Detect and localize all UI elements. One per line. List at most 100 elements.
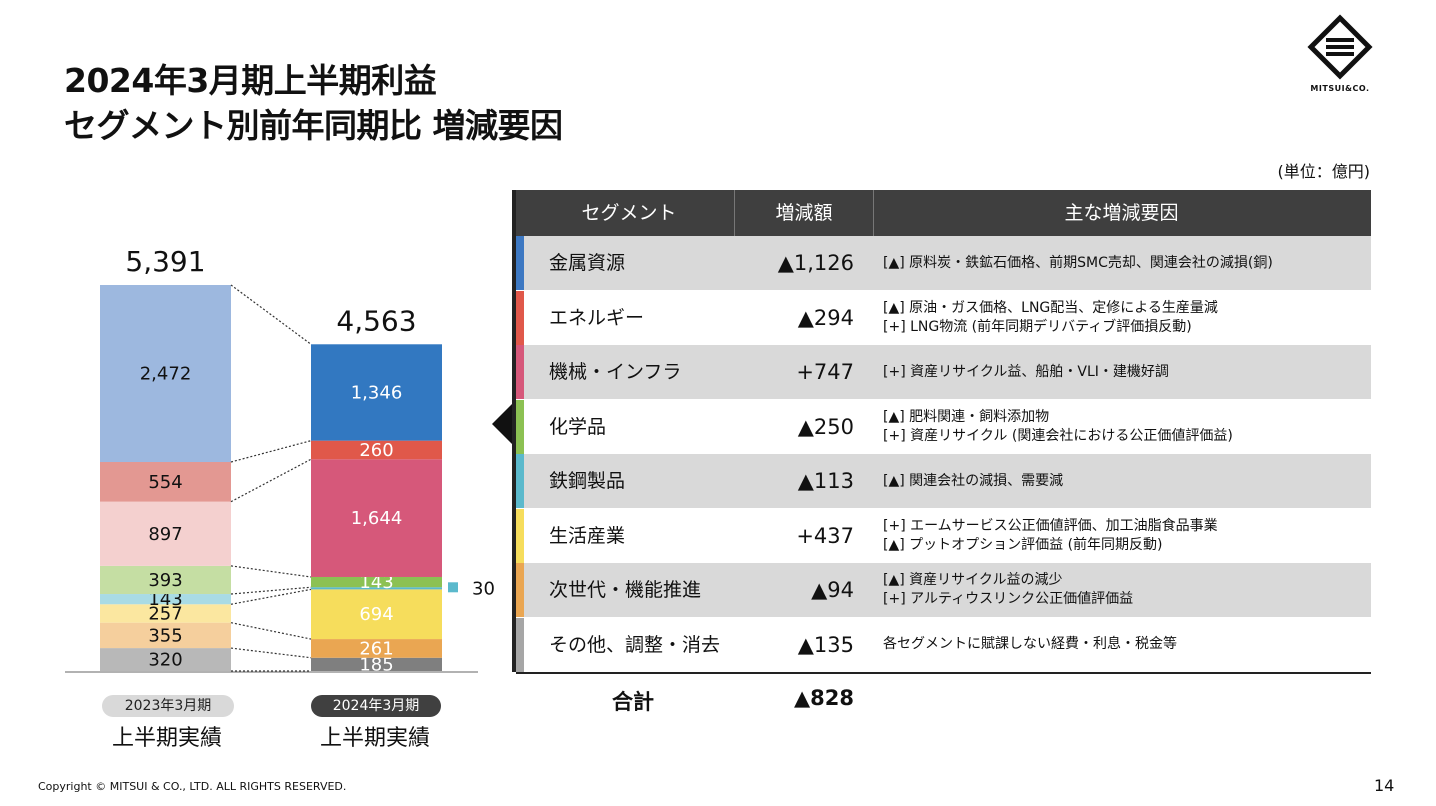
segment-color-stripe [516, 563, 524, 617]
reasons-cell: [▲] 原油・ガス価格、LNG配当、定修による生産量減 [+] LNG物流 (前年… [883, 291, 1363, 345]
logo-text: MITSUI&CO. [1310, 84, 1370, 93]
segment-name: エネルギー [549, 306, 645, 329]
reason-line: [▲] 原油・ガス価格、LNG配当、定修による生産量減 [883, 299, 1218, 316]
table-row: 鉄鋼製品 ▲113 [▲] 関連会社の減損、需要減 [516, 454, 1371, 508]
table-row: エネルギー ▲294 [▲] 原油・ガス価格、LNG配当、定修による生産量減 [+] … [516, 290, 1371, 345]
bar-segment [100, 604, 231, 623]
connector-line [230, 586, 312, 595]
data-label: 320 [148, 650, 182, 671]
data-label: 143 [148, 589, 182, 610]
mitsui-logo-icon [1307, 14, 1373, 80]
bar-segment [100, 648, 231, 671]
data-label: 694 [359, 604, 393, 625]
change-amount: ▲250 [797, 414, 854, 439]
page-number: 14 [1374, 776, 1395, 795]
bar-segment [100, 501, 231, 566]
header-amount: 増減額 [734, 190, 874, 236]
reasons-cell: [▲] 原料炭・鉄鉱石価格、前期SMC売却、関連会社の減損(銅) [883, 236, 1363, 290]
header-segment: セグメント [581, 202, 677, 224]
data-label: 2,472 [140, 364, 192, 385]
segment-color-stripe [516, 617, 524, 672]
bar-segment [311, 344, 442, 441]
bar-segment [100, 461, 231, 502]
bar-segment [311, 587, 442, 590]
table-row: 金属資源 ▲1,126 [▲] 原料炭・鉄鉱石価格、前期SMC売却、関連会社の減損(… [516, 236, 1371, 290]
table-header: セグメント 増減額 主な増減要因 [516, 190, 1371, 236]
data-label: 260 [359, 440, 393, 461]
reasons-cell: [+] エームサービス公正価値評価、加工油脂食品事業 [▲] プットオプション評価… [883, 509, 1363, 563]
table-left-border [512, 190, 516, 672]
table-row: その他、調整・消去 ▲135 各セグメントに賦課しない経費・利息・税金等 [516, 617, 1371, 672]
table-row: 機械・インフラ +747 [+] 資産リサイクル益、船舶・VLI・建機好調 [516, 345, 1371, 399]
data-label: 1,644 [351, 508, 403, 529]
reason-line: [▲] 資産リサイクル益の減少 [883, 572, 1063, 588]
segment-color-stripe [516, 508, 524, 563]
bar-segment [311, 440, 442, 460]
reason-line: [+] 資産リサイクル (関連会社における公正価値評価益) [883, 427, 1233, 444]
data-label: 143 [359, 572, 393, 593]
total-label: 合計 [612, 690, 654, 714]
left-period-pill: 2023年3月期 [102, 695, 234, 717]
connector-line [230, 565, 312, 578]
data-label: 261 [359, 638, 393, 659]
legend-marker [448, 582, 458, 593]
right-period-label: 上半期実績 [319, 726, 430, 751]
segment-name: 次世代・機能推進 [549, 579, 702, 601]
data-label: 30 [472, 578, 495, 599]
right-period-pill: 2024年3月期 [311, 695, 441, 717]
reasons-cell: [▲] 関連会社の減損、需要減 [883, 454, 1363, 508]
table-bottom-line [516, 672, 1371, 674]
reason-line: [▲] 原料炭・鉄鉱石価格、前期SMC売却、関連会社の減損(銅) [883, 254, 1273, 271]
bar-total-label: 5,391 [125, 245, 205, 278]
segment-name: 生活産業 [549, 524, 626, 547]
data-label: 257 [148, 603, 182, 624]
data-label: 1,346 [351, 382, 403, 403]
title-line-1: 2024年3月期上半期利益 [64, 61, 437, 100]
reason-line: [+] 資産リサイクル益、船舶・VLI・建機好調 [883, 363, 1169, 380]
change-amount: ▲1,126 [777, 251, 854, 275]
data-label: 393 [148, 570, 182, 591]
copyright: Copyright © MITSUI & CO., LTD. ALL RIGHT… [38, 780, 347, 793]
reasons-cell: [▲] 肥料関連・飼料添加物 [+] 資産リサイクル (関連会社における公正価値評… [883, 400, 1363, 454]
page-title: 2024年3月期上半期利益 セグメント別前年同期比 増減要因 [64, 58, 563, 148]
reason-line: [+] LNG物流 (前年同期デリバティブ評価損反動) [883, 318, 1192, 335]
connector-line [230, 647, 312, 659]
pointer-arrow-icon [492, 402, 514, 446]
segment-name: 鉄鋼製品 [549, 470, 626, 492]
total-amount: ▲828 [794, 686, 854, 710]
connector-line [230, 588, 312, 605]
data-label: 355 [148, 625, 182, 646]
change-amount: ▲113 [797, 469, 854, 493]
bar-total-label: 4,563 [336, 304, 416, 337]
bar-segment [311, 589, 442, 640]
reason-line: [+] エームサービス公正価値評価、加工油脂食品事業 [883, 517, 1218, 534]
connector-line [230, 622, 312, 640]
bar-segment [100, 565, 231, 595]
connector-line [230, 458, 312, 503]
reasons-cell: 各セグメントに賦課しない経費・利息・税金等 [883, 618, 1363, 672]
table-row: 次世代・機能推進 ▲94 [▲] 資産リサイクル益の減少 [+] アルティウスリンク公… [516, 563, 1371, 617]
reason-line: [+] アルティウスリンク公正価値評価益 [883, 591, 1134, 607]
connector-line [230, 440, 312, 463]
bar-segment [311, 576, 442, 588]
connector-line [230, 284, 312, 345]
bar-segment [311, 459, 442, 577]
segment-color-stripe [516, 399, 524, 454]
segment-name: 金属資源 [549, 252, 626, 274]
data-label: 554 [148, 472, 182, 493]
company-logo: MITSUI&CO. [1302, 14, 1378, 93]
segment-name: 機械・インフラ [549, 361, 682, 383]
change-amount: +437 [796, 523, 854, 548]
left-period-label: 上半期実績 [111, 726, 222, 751]
reason-line: [▲] 肥料関連・飼料添加物 [883, 408, 1050, 425]
bar-segment [100, 622, 231, 649]
segment-color-stripe [516, 290, 524, 345]
bar-segment [311, 639, 442, 658]
table-row: 化学品 ▲250 [▲] 肥料関連・飼料添加物 [+] 資産リサイクル (関連会社にお… [516, 399, 1371, 454]
bar-segment [100, 594, 231, 605]
unit-label: (単位：億円) [1277, 162, 1371, 181]
change-amount: ▲94 [811, 578, 854, 602]
segment-color-stripe [516, 236, 524, 290]
bar-segment [311, 657, 442, 671]
change-amount: ▲294 [797, 305, 854, 330]
